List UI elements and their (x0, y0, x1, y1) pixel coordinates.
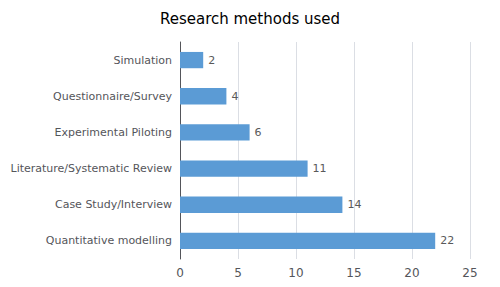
svg-text:25: 25 (462, 266, 477, 280)
svg-text:Research methods used: Research methods used (160, 10, 340, 28)
svg-text:5: 5 (234, 266, 242, 280)
svg-text:2: 2 (208, 54, 215, 67)
svg-text:20: 20 (404, 266, 419, 280)
svg-text:Experimental Piloting: Experimental Piloting (55, 126, 172, 139)
svg-text:10: 10 (288, 266, 303, 280)
svg-text:11: 11 (313, 162, 327, 175)
svg-text:Quantitative modelling: Quantitative modelling (46, 234, 172, 247)
svg-text:Literature/Systematic Review: Literature/Systematic Review (11, 162, 173, 175)
svg-text:0: 0 (176, 266, 184, 280)
svg-text:6: 6 (255, 126, 262, 139)
svg-text:Questionnaire/Survey: Questionnaire/Survey (53, 90, 172, 103)
svg-text:Simulation: Simulation (113, 54, 172, 67)
svg-text:4: 4 (231, 90, 238, 103)
svg-text:15: 15 (346, 266, 361, 280)
svg-text:Case Study/Interview: Case Study/Interview (55, 198, 172, 211)
svg-text:14: 14 (347, 198, 361, 211)
svg-text:22: 22 (440, 234, 454, 247)
